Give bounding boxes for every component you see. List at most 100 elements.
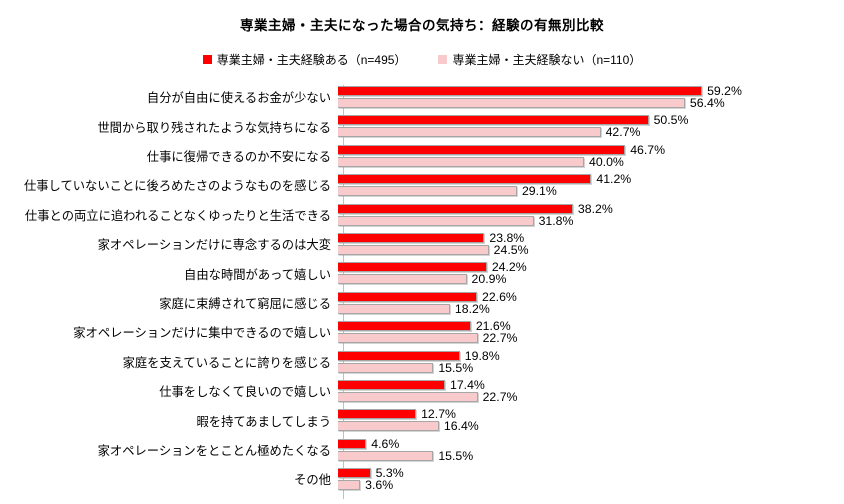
legend-swatch-not-experienced-icon — [438, 55, 448, 64]
value-label-not-experienced: 16.4% — [443, 419, 479, 434]
bar-group: 22.6% 18.2% — [337, 290, 838, 319]
category-row: 世間から取り残されたような気持ちになる 50.5% 42.7% — [0, 113, 844, 142]
bar-line-not-experienced: 42.7% — [338, 125, 641, 140]
value-label-experienced: 4.6% — [371, 436, 400, 451]
bar-line-experienced: 59.2% — [338, 84, 742, 98]
bar-not-experienced — [338, 244, 489, 255]
bar-experienced — [338, 291, 477, 302]
category-row: その他 5.3% 3.6% — [0, 466, 844, 495]
category-row: 仕事との両立に追われることなくゆったりと生活できる 38.2% 31.8% — [0, 202, 844, 231]
category-label: 仕事に復帰できるのか不安になる — [146, 150, 331, 165]
bar-not-experienced — [338, 391, 478, 402]
bar-experienced — [338, 262, 487, 273]
bar-group: 50.5% 42.7% — [337, 113, 838, 142]
bar-line-not-experienced: 15.5% — [338, 360, 474, 375]
bar-line-experienced: 50.5% — [338, 113, 689, 128]
value-label-experienced: 23.8% — [489, 230, 525, 245]
value-label-experienced: 21.6% — [475, 319, 511, 334]
category-row: 仕事に復帰できるのか不安になる 46.7% 40.0% — [0, 143, 844, 172]
bar-line-experienced: 38.2% — [338, 201, 613, 216]
value-label-not-experienced: 40.0% — [589, 154, 624, 169]
bar-line-not-experienced: 31.8% — [338, 214, 573, 228]
value-label-not-experienced: 24.5% — [493, 242, 529, 257]
bar-line-experienced: 41.2% — [338, 172, 632, 187]
value-label-experienced: 19.8% — [464, 348, 500, 363]
category-row: 暇を持てあましてしまう 12.7% 16.4% — [0, 407, 844, 436]
bar-line-not-experienced: 15.5% — [338, 448, 474, 463]
bar-group: 21.6% 22.7% — [337, 319, 838, 348]
bar-not-experienced — [338, 362, 434, 373]
bar-line-experienced: 12.7% — [338, 407, 456, 421]
bar-experienced — [338, 350, 460, 361]
value-label-not-experienced: 42.7% — [605, 125, 641, 140]
bar-group: 46.7% 40.0% — [337, 143, 838, 172]
chart-legend: 専業主婦・主夫経験ある（n=495） 専業主婦・主夫経験ない（n=110） — [0, 51, 844, 68]
bar-line-experienced: 24.2% — [338, 260, 527, 275]
bar-group: 5.3% 3.6% — [337, 466, 838, 495]
bar-experienced — [338, 379, 445, 390]
bar-line-not-experienced: 56.4% — [338, 96, 725, 110]
bar-line-not-experienced: 16.4% — [338, 419, 479, 434]
bar-line-not-experienced: 22.7% — [338, 331, 518, 346]
bar-group: 24.2% 20.9% — [337, 260, 838, 289]
bar-not-experienced — [338, 186, 517, 197]
legend-item-not-experienced: 専業主婦・主夫経験ない（n=110） — [438, 51, 641, 68]
bar-experienced — [338, 409, 417, 420]
value-label-not-experienced: 18.2% — [454, 301, 490, 316]
category-label: 仕事をしなくて良いので嬉しい — [159, 385, 331, 400]
category-row: 自分が自由に使えるお金が少ない 59.2% 56.4% — [0, 84, 844, 113]
bar-line-not-experienced: 18.2% — [338, 301, 490, 316]
bar-line-not-experienced: 24.5% — [338, 242, 529, 257]
bar-experienced — [338, 174, 592, 185]
value-label-not-experienced: 15.5% — [438, 360, 474, 375]
category-row: 自由な時間があって嬉しい 24.2% 20.9% — [0, 260, 844, 289]
value-label-experienced: 17.4% — [450, 377, 485, 392]
value-label-not-experienced: 22.7% — [482, 331, 518, 346]
bar-group: 59.2% 56.4% — [337, 84, 838, 113]
category-row: 仕事していないことに後ろめたさのようなものを感じる 41.2% 29.1% — [0, 172, 844, 201]
bar-not-experienced — [338, 303, 450, 314]
bar-not-experienced — [338, 127, 601, 138]
category-row: 家オペレーションだけに専念するのは大変 23.8% 24.5% — [0, 231, 844, 260]
bar-group: 19.8% 15.5% — [337, 349, 838, 378]
category-label: 家庭を支えていることに誇りを感じる — [122, 355, 331, 370]
category-row: 家オペレーションをとことん極めたくなる 4.6% 15.5% — [0, 437, 844, 466]
bar-not-experienced — [338, 333, 478, 344]
bar-line-not-experienced: 29.1% — [338, 184, 557, 198]
bar-experienced — [338, 321, 471, 332]
bar-group: 12.7% 16.4% — [337, 407, 838, 436]
bar-experienced — [338, 438, 367, 449]
bar-not-experienced — [338, 450, 434, 461]
value-label-experienced: 50.5% — [653, 113, 689, 128]
bar-line-not-experienced: 22.7% — [338, 390, 517, 404]
category-row: 仕事をしなくて良いので嬉しい 17.4% 22.7% — [0, 378, 844, 407]
bar-line-not-experienced: 20.9% — [338, 272, 507, 287]
value-label-not-experienced: 20.9% — [471, 272, 507, 287]
value-label-experienced: 41.2% — [596, 172, 632, 187]
category-label: 暇を持てあましてしまう — [196, 414, 331, 429]
category-label: 自分が自由に使えるお金が少ない — [146, 91, 331, 106]
category-row: 家庭に束縛されて窮屈に感じる 22.6% 18.2% — [0, 290, 844, 319]
bar-chart: 自分が自由に使えるお金が少ない 59.2% 56.4% 世間から取り残されたような気持… — [0, 84, 844, 499]
value-label-experienced: 59.2% — [707, 84, 742, 98]
category-label: 仕事していないことに後ろめたさのようなものを感じる — [23, 179, 331, 194]
legend-label-experienced: 専業主婦・主夫経験ある（n=495） — [216, 53, 407, 67]
value-label-experienced: 22.6% — [481, 289, 517, 304]
bar-group: 41.2% 29.1% — [337, 172, 838, 201]
bar-not-experienced — [338, 98, 685, 108]
bar-group: 38.2% 31.8% — [337, 202, 838, 231]
bar-rows: 自分が自由に使えるお金が少ない 59.2% 56.4% 世間から取り残されたような気持… — [0, 84, 844, 495]
bar-experienced — [338, 232, 485, 243]
bar-experienced — [338, 203, 573, 214]
value-label-not-experienced: 15.5% — [438, 448, 474, 463]
category-label: 自由な時間があって嬉しい — [184, 267, 331, 282]
value-label-experienced: 24.2% — [491, 260, 527, 275]
bar-line-experienced: 23.8% — [338, 230, 525, 245]
bar-line-experienced: 4.6% — [338, 436, 400, 451]
bar-line-not-experienced: 3.6% — [338, 478, 393, 492]
bar-not-experienced — [338, 274, 467, 285]
value-label-experienced: 38.2% — [577, 201, 613, 216]
legend-item-experienced: 専業主婦・主夫経験ある（n=495） — [202, 51, 407, 68]
bar-not-experienced — [338, 156, 584, 167]
